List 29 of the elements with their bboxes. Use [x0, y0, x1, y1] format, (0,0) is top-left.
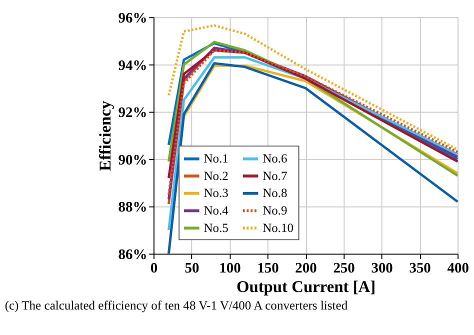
- x-tick-label: 300: [371, 260, 393, 277]
- line-series: [167, 24, 459, 151]
- x-tick-label: 50: [184, 260, 200, 277]
- y-tick-label: 96%: [118, 10, 148, 26]
- legend-label: No.7: [262, 168, 288, 183]
- y-axis-title: Efficiency: [96, 100, 115, 172]
- legend-label: No.8: [262, 186, 288, 200]
- legend-label: No.2: [204, 168, 228, 183]
- y-tick-label: 88%: [118, 200, 148, 216]
- x-tick-label: 100: [219, 260, 241, 277]
- legend-label: No.10: [262, 220, 294, 235]
- legend-label: No.1: [204, 152, 228, 166]
- legend-label: No.4: [204, 204, 230, 218]
- legend-label: No.5: [204, 220, 228, 235]
- x-tick-label: 200: [295, 260, 317, 277]
- x-tick-label: 350: [409, 260, 431, 277]
- legend-label: No.9: [262, 204, 288, 218]
- y-tick-label: 94%: [118, 58, 148, 74]
- x-tick-label: 400: [447, 260, 469, 277]
- x-tick-label: 150: [257, 260, 279, 277]
- y-tick-label: 86%: [118, 247, 148, 264]
- y-tick-label: 90%: [118, 152, 148, 168]
- x-axis-title: Output Current [A]: [236, 276, 376, 296]
- y-tick-label: 92%: [118, 105, 148, 122]
- legend-label: No.3: [204, 186, 228, 200]
- x-tick-label: 0: [150, 260, 158, 277]
- x-tick-label: 250: [333, 260, 355, 277]
- text: (c) The calculated efficiency of ten 48 V-1 V/400 A converters listed: [4, 298, 348, 313]
- legend-label: No.6: [262, 152, 288, 166]
